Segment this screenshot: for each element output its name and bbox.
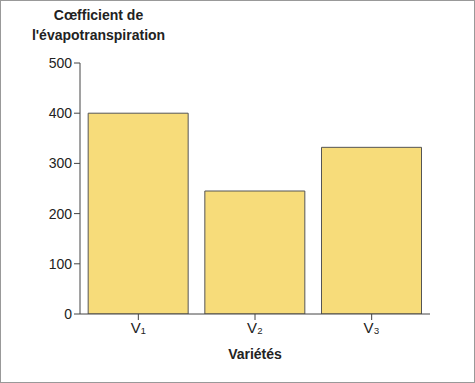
svg-text:500: 500 bbox=[49, 55, 73, 71]
svg-text:100: 100 bbox=[49, 256, 73, 272]
svg-text:0: 0 bbox=[64, 306, 72, 322]
svg-text:V₁: V₁ bbox=[131, 319, 146, 336]
svg-text:400: 400 bbox=[49, 105, 73, 121]
svg-text:Variétés: Variétés bbox=[228, 346, 282, 362]
html-text:Cœfficient de l'évapotranspira: Cœfficient de l'évapotranspiration bbox=[31, 7, 166, 43]
svg-text:300: 300 bbox=[49, 155, 73, 171]
svg-text:V₂: V₂ bbox=[247, 319, 263, 336]
svg-text:200: 200 bbox=[49, 206, 73, 222]
svg-text:V₃: V₃ bbox=[364, 319, 380, 336]
